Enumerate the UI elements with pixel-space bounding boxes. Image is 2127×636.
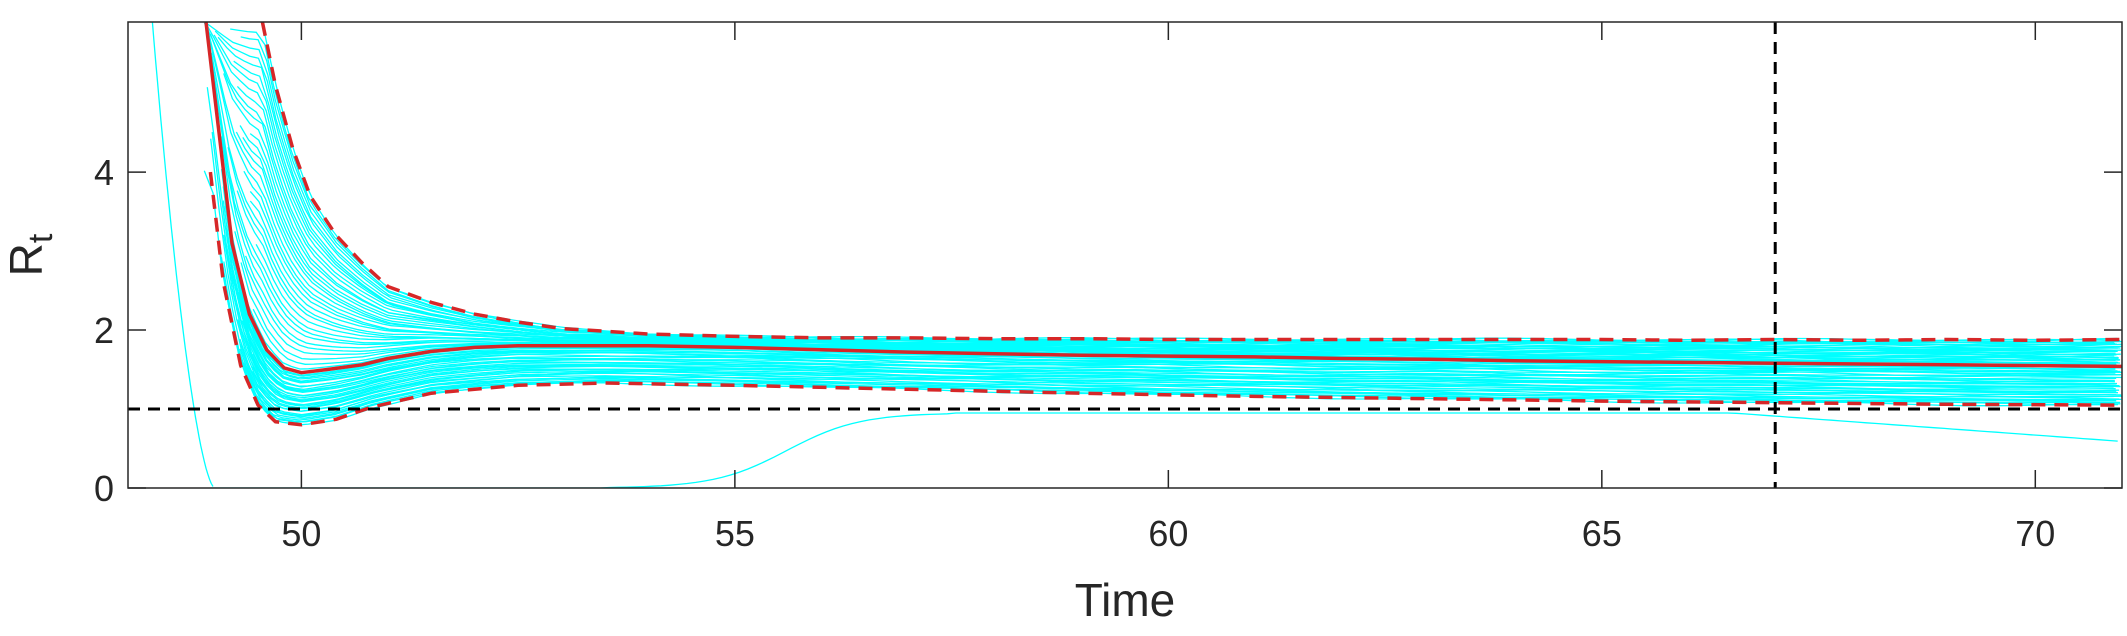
ensemble-trajectory [252, 353, 2117, 397]
y-axis-label-subscript: t [22, 233, 60, 243]
axes-frame [127, 21, 2123, 489]
ensemble-trajectory [242, 137, 2116, 352]
ensemble-trajectory [203, 22, 2121, 350]
ensemble-trajectory [210, 52, 2119, 359]
ensemble-trajectory [251, 370, 2117, 410]
ensemble-trajectories [151, 22, 2122, 488]
ensemble-trajectory [243, 170, 2117, 356]
ensemble-trajectory [223, 234, 2114, 403]
ensemble-trajectory [211, 62, 2120, 361]
ensemble-trajectory [240, 36, 2122, 343]
ensemble-trajectory [209, 50, 2118, 363]
x-axis-ticks: 50 55 60 65 70 [281, 22, 2055, 554]
ensemble-trajectory [251, 341, 2116, 391]
ensemble-trajectory [230, 28, 2121, 344]
ensemble-trajectory [246, 366, 2120, 417]
y-axis-label-main: R [0, 243, 52, 276]
ensemble-trajectory [222, 186, 2122, 382]
ensemble-trajectory [209, 33, 2118, 350]
outlier-trajectory [151, 22, 214, 487]
ensemble-trajectory [206, 23, 2115, 344]
ensemble-trajectory [225, 245, 2117, 399]
ensemble-trajectory [220, 256, 2121, 421]
ensemble-trajectory [223, 73, 2114, 351]
lower-bound-line [208, 171, 2122, 427]
ensemble-trajectory [239, 125, 2122, 352]
ensemble-trajectory [210, 138, 2118, 409]
ensemble-trajectory [233, 60, 2116, 346]
outlier-trajectory [210, 412, 2118, 488]
x-axis-label: Time [1075, 574, 1176, 626]
x-tick-label: 55 [715, 513, 755, 554]
ensemble-trajectory [213, 34, 2122, 348]
ensemble-trajectory [236, 85, 2119, 349]
plot-area [127, 21, 2123, 489]
y-tick-label: 2 [94, 310, 114, 351]
ensemble-trajectory [255, 243, 2121, 361]
ensemble-trajectory [249, 133, 2115, 351]
ensemble-trajectory [242, 362, 2117, 419]
ensemble-trajectory [204, 22, 2121, 355]
ensemble-trajectory [261, 22, 2118, 343]
series-layer [204, 22, 2122, 427]
ensemble-trajectory [251, 362, 2116, 406]
y-tick-label: 0 [94, 468, 114, 509]
y-tick-label: 4 [94, 152, 114, 193]
ensemble-trajectory [235, 131, 2118, 354]
ensemble-trajectory [204, 22, 2122, 348]
ensemble-trajectory [217, 36, 2117, 346]
ensemble-trajectory [222, 200, 2122, 388]
ensemble-trajectory [235, 269, 2118, 379]
x-tick-label: 60 [1148, 513, 1188, 554]
reference-lines [128, 22, 2122, 488]
x-tick-label: 50 [281, 513, 321, 554]
ensemble-trajectory [250, 323, 2116, 377]
y-axis-label: Rt [0, 233, 60, 276]
upper-bound-line [260, 22, 2122, 343]
x-tick-label: 65 [1582, 513, 1622, 554]
x-tick-label: 70 [2015, 513, 2055, 554]
ensemble-trajectory [214, 30, 2114, 344]
ensemble-trajectory [207, 37, 2116, 361]
y-axis-ticks: 0 2 4 [94, 152, 2122, 509]
median-line [204, 22, 2122, 375]
ensemble-trajectory [207, 31, 2116, 355]
ensemble-trajectory [230, 252, 2122, 384]
ensemble-trajectory [206, 87, 2115, 394]
ensemble-trajectory [232, 278, 2115, 393]
ensemble-trajectory [251, 366, 2117, 407]
